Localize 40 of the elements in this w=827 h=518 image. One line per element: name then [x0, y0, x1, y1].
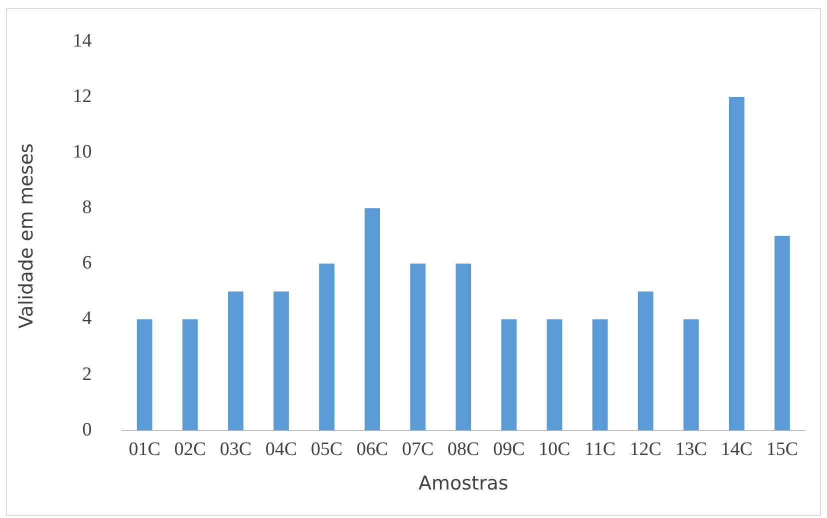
bar: [228, 291, 244, 430]
x-tick-label: 03C: [220, 438, 252, 460]
x-tick-label: 13C: [675, 438, 707, 460]
y-tick-label: 10: [72, 142, 92, 163]
bar: [456, 264, 472, 430]
bar: [774, 236, 790, 430]
y-tick-label: 8: [82, 197, 92, 218]
x-axis-title: Amostras: [418, 472, 508, 495]
y-tick-label: 12: [72, 86, 92, 107]
x-tick-label: 14C: [720, 438, 753, 460]
x-tick-label: 11C: [584, 438, 616, 460]
bar: [319, 264, 334, 430]
bar: [592, 319, 608, 430]
x-tick-label: 08C: [448, 438, 480, 460]
bar: [182, 319, 198, 430]
x-tick-label: 04C: [265, 438, 298, 460]
y-tick-label: 4: [82, 308, 92, 330]
bar: [410, 264, 426, 430]
x-tick-label: 02C: [174, 438, 206, 460]
y-tick-label: 0: [82, 419, 92, 440]
x-tick-label: 01C: [128, 438, 160, 460]
y-tick-label: 2: [82, 364, 92, 385]
y-tick-label: 14: [72, 30, 92, 52]
bar: [136, 319, 152, 430]
x-tick-label: 06C: [356, 438, 388, 460]
x-tick-label: 15C: [766, 438, 798, 460]
bar: [683, 319, 699, 430]
x-tick-label: 09C: [493, 438, 525, 460]
bar: [728, 96, 744, 430]
bar: [364, 208, 380, 430]
x-tick-label: 12C: [630, 438, 662, 460]
bar: [546, 319, 562, 430]
y-tick-label: 6: [82, 252, 92, 274]
bar: [501, 319, 517, 430]
x-tick-label: 05C: [310, 438, 343, 460]
y-axis-title: Validade em meses: [15, 143, 38, 328]
x-tick-label: 07C: [402, 438, 434, 460]
x-tick-label: 10C: [538, 438, 570, 460]
bar: [274, 291, 289, 430]
bar: [638, 291, 654, 430]
